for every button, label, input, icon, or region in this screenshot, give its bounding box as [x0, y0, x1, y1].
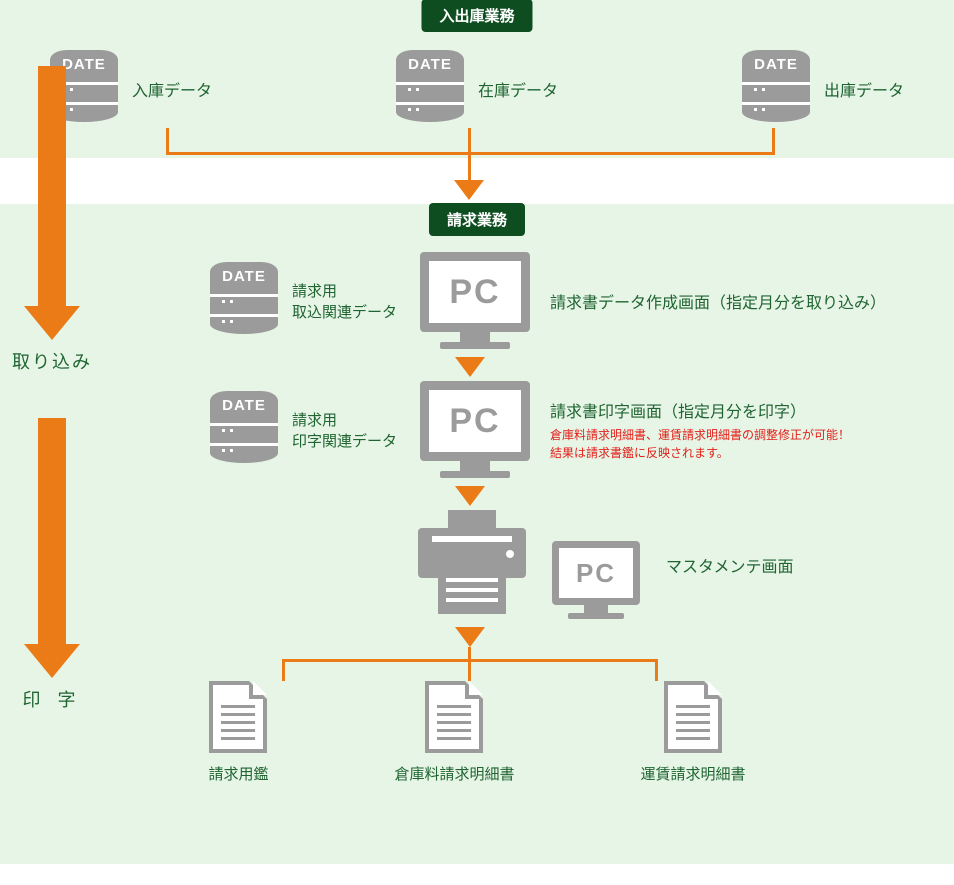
section-warehouse: 入出庫業務 DATE 入庫データ DATE 在庫データ [0, 0, 954, 158]
doc-label-3: 運賃請求明細書 [641, 763, 746, 784]
row1-desc: 請求書データ作成画面（指定月分を取り込み） [550, 289, 886, 313]
arrow-down-icon [455, 627, 485, 647]
database-icon: DATE [210, 391, 278, 469]
doc-label-1: 請求用鑑 [208, 763, 268, 784]
documents-row: 請求用鑑 倉庫料請求明細書 運賃請求明細書 [0, 681, 954, 784]
arrow-down-icon [454, 180, 484, 200]
database-icon: DATE [396, 50, 464, 128]
db-label-stock: 在庫データ [478, 77, 558, 101]
billing-row-2: DATE 請求用 印字関連データ PC 請求書印字画面（指定月分を印字） 倉庫料… [210, 381, 954, 478]
document-icon [209, 681, 267, 753]
arrow-down-icon [455, 357, 485, 377]
db-node-print: DATE 請求用 印字関連データ [210, 391, 400, 469]
doc-node-warehouse-bill: 倉庫料請求明細書 [394, 681, 514, 784]
connector-line [282, 659, 285, 681]
printer-icon [418, 510, 526, 619]
db-node-out: DATE 出庫データ [742, 50, 904, 128]
pc-icon: PC [420, 252, 530, 349]
connector-line [468, 659, 471, 681]
document-icon [664, 681, 722, 753]
pc-icon: PC [420, 381, 530, 478]
database-icon: DATE [742, 50, 810, 128]
db-label-out: 出庫データ [824, 77, 904, 101]
connector-line [468, 144, 471, 180]
arrow-down-icon [455, 486, 485, 506]
connector-line [772, 128, 775, 154]
badge-billing: 請求業務 [429, 203, 525, 236]
database-icon: DATE [50, 50, 118, 128]
connector-line [655, 659, 658, 681]
doc-node-freight-bill: 運賃請求明細書 [641, 681, 746, 784]
database-icon: DATE [210, 262, 278, 340]
row3-desc: マスタメンテ画面 [666, 553, 794, 577]
doc-label-2: 倉庫料請求明細書 [394, 763, 514, 784]
section-billing: 請求業務 DATE 請求用 取込関連データ PC 請求書データ作成画面（指定月分… [0, 204, 954, 864]
db-row: DATE 入庫データ DATE 在庫データ DATE [0, 50, 954, 128]
document-icon [425, 681, 483, 753]
db-node-in: DATE 入庫データ [50, 50, 212, 128]
pc-icon-small: PC [552, 541, 640, 619]
doc-node-kagami: 請求用鑑 [208, 681, 268, 784]
row2-desc: 請求書印字画面（指定月分を印字） 倉庫料請求明細書、運賃請求明細書の調整修正が可… [550, 398, 850, 462]
section-gap [0, 158, 954, 204]
billing-row-3: PC マスタメンテ画面 [418, 510, 954, 619]
db-label-in: 入庫データ [132, 77, 212, 101]
connector-line [166, 128, 169, 154]
badge-warehouse: 入出庫業務 [421, 0, 532, 32]
db-node-import: DATE 請求用 取込関連データ [210, 262, 400, 340]
db-label-import: 請求用 取込関連データ [292, 280, 397, 322]
db-label-print: 請求用 印字関連データ [292, 409, 397, 451]
billing-row-1: DATE 請求用 取込関連データ PC 請求書データ作成画面（指定月分を取り込み… [210, 252, 954, 349]
db-node-stock: DATE 在庫データ [396, 50, 558, 128]
